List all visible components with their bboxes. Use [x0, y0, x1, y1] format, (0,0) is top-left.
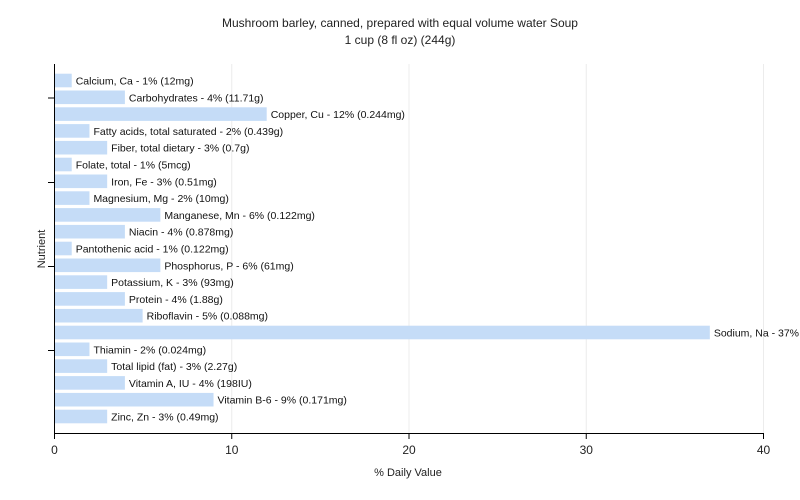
axes: 0 10 20 30 40 — [48, 64, 770, 457]
bar — [55, 376, 125, 390]
bar-label: Protein - 4% (1.88g) — [129, 294, 223, 306]
bar — [55, 258, 161, 273]
bar-label: Sodium, Na - 37% (891mg) — [714, 328, 800, 340]
bar-label: Fiber, total dietary - 3% (0.7g) — [111, 143, 249, 155]
y-axis-title: Nutrient — [36, 230, 48, 269]
bar — [55, 292, 125, 306]
bar-label: Magnesium, Mg - 2% (10mg) — [93, 193, 228, 205]
bar-label: Pantothenic acid - 1% (0.122mg) — [76, 244, 229, 256]
bar-label: Manganese, Mn - 6% (0.122mg) — [164, 210, 315, 222]
bar-label: Niacin - 4% (0.878mg) — [129, 227, 233, 239]
bars: Calcium, Ca - 1% (12mg) Carbohydrates - 4… — [55, 73, 800, 424]
bar-label: Potassium, K - 3% (93mg) — [111, 277, 234, 289]
bar — [55, 241, 72, 256]
bar — [55, 73, 72, 88]
bar-label: Fatty acids, total saturated - 2% (0.439… — [93, 126, 283, 138]
bar — [55, 174, 108, 189]
bar-label: Thiamin - 2% (0.024mg) — [93, 344, 206, 356]
x-tick-label: 30 — [580, 443, 594, 457]
bar-label: Iron, Fe - 3% (0.51mg) — [111, 176, 217, 188]
bar — [55, 224, 125, 239]
x-tick-label: 10 — [225, 443, 239, 457]
bar-label: Riboflavin - 5% (0.088mg) — [147, 311, 268, 323]
bar — [55, 359, 108, 373]
bar — [55, 308, 143, 323]
bar-label: Vitamin A, IU - 4% (198IU) — [129, 378, 252, 390]
bar — [55, 409, 108, 424]
bar — [55, 342, 90, 357]
x-tick-label: 0 — [51, 443, 58, 457]
bar — [55, 325, 710, 340]
bar-label: Folate, total - 1% (5mcg) — [76, 160, 191, 172]
chart-title: Mushroom barley, canned, prepared with e… — [222, 16, 578, 30]
x-tick-label: 40 — [757, 443, 771, 457]
grid — [231, 64, 764, 433]
chart-subtitle: 1 cup (8 fl oz) (244g) — [345, 33, 456, 47]
bar — [55, 157, 72, 172]
bar — [55, 107, 267, 121]
bar — [55, 90, 125, 105]
bar — [55, 140, 108, 155]
bar-label: Vitamin B-6 - 9% (0.171mg) — [218, 395, 347, 407]
bar — [55, 208, 161, 222]
x-tick-label: 20 — [402, 443, 416, 457]
bar — [55, 392, 214, 407]
bar-label: Calcium, Ca - 1% (12mg) — [76, 76, 194, 88]
bar — [55, 124, 90, 138]
bar-label: Zinc, Zn - 3% (0.49mg) — [111, 412, 218, 424]
bar-label: Total lipid (fat) - 3% (2.27g) — [111, 361, 237, 373]
bar-label: Phosphorus, P - 6% (61mg) — [164, 260, 293, 272]
bar-label: Copper, Cu - 12% (0.244mg) — [271, 109, 405, 121]
bar — [55, 275, 108, 289]
bar-label: Carbohydrates - 4% (11.71g) — [129, 92, 264, 104]
x-axis-title: % Daily Value — [374, 467, 442, 479]
bar — [55, 191, 90, 205]
